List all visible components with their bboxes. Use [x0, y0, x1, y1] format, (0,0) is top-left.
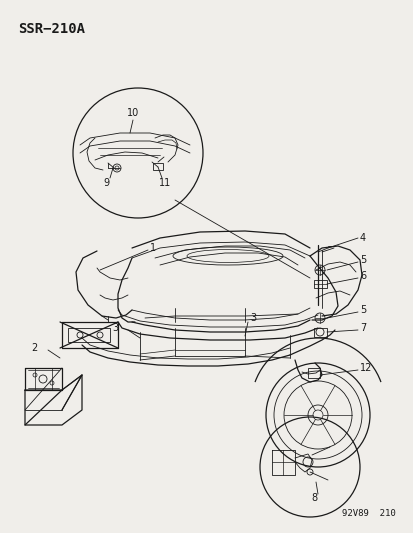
Text: 11: 11	[159, 178, 171, 188]
Text: 5: 5	[359, 305, 366, 315]
Text: SSR−210A: SSR−210A	[18, 22, 85, 36]
Text: 12: 12	[359, 363, 371, 373]
Bar	[313, 328, 326, 337]
Text: 10: 10	[127, 108, 139, 118]
Text: 92V89  210: 92V89 210	[342, 509, 395, 518]
Bar	[68, 328, 110, 342]
Text: 9: 9	[103, 178, 109, 188]
Text: 5: 5	[359, 255, 366, 265]
Text: 3: 3	[112, 323, 118, 333]
Text: 8: 8	[310, 493, 316, 503]
Text: 4: 4	[359, 233, 365, 243]
Text: 3: 3	[249, 313, 256, 323]
Bar	[307, 368, 319, 378]
Bar	[313, 280, 326, 288]
Text: 1: 1	[150, 243, 156, 253]
Text: 2: 2	[32, 343, 38, 353]
Text: 6: 6	[359, 271, 365, 281]
Text: 7: 7	[359, 323, 366, 333]
Bar	[153, 163, 163, 170]
